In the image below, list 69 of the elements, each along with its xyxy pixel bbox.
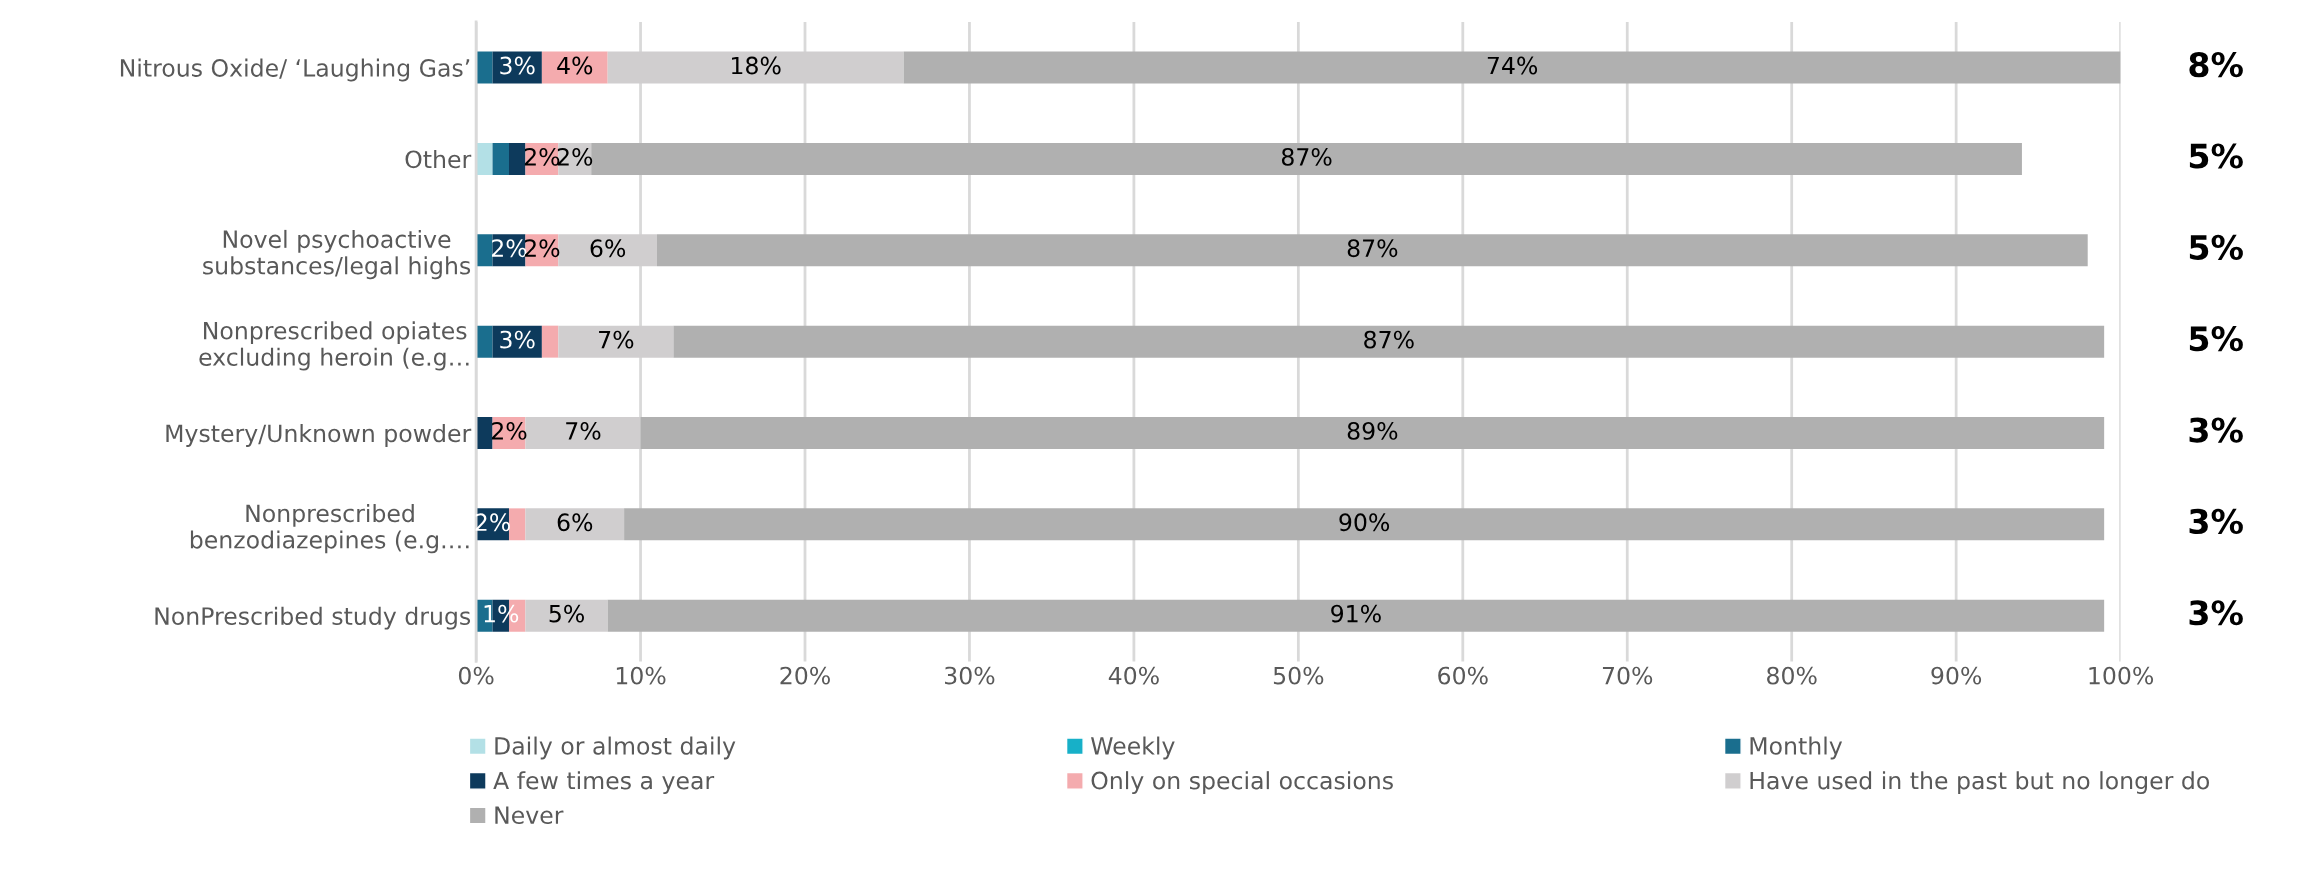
text: 8% bbox=[2189, 52, 2243, 78]
y-tick-label: Nonprescribed benzodiazepines (e.g.… bbox=[190, 503, 469, 554]
bar bbox=[525, 599, 608, 632]
y-tick-label: Mystery/Unknown powder bbox=[166, 424, 472, 447]
bar bbox=[476, 142, 493, 175]
bar bbox=[508, 142, 526, 175]
y-tick-label: Nonprescribed opiates excluding heroin (e.g… bbox=[199, 321, 469, 371]
text: 5% bbox=[2189, 326, 2243, 352]
bar bbox=[476, 417, 493, 449]
x-tick-label: 60% bbox=[1438, 666, 1488, 685]
bar bbox=[541, 51, 608, 84]
bar bbox=[541, 325, 559, 358]
x-tick-label: 0% bbox=[458, 666, 494, 685]
bar bbox=[607, 599, 2105, 632]
legend-label: A few times a year bbox=[493, 771, 715, 795]
x-tick-label: 70% bbox=[1602, 666, 1653, 685]
data-label: 6% bbox=[590, 239, 626, 258]
bar bbox=[476, 234, 493, 267]
text: 3% bbox=[2189, 508, 2243, 535]
data-label: 2% bbox=[524, 239, 560, 258]
data-label: 74% bbox=[1487, 56, 1538, 75]
text: 3% bbox=[2189, 417, 2243, 443]
x-tick-label: 80% bbox=[1767, 666, 1817, 685]
bar bbox=[673, 325, 2105, 358]
x-tick-label: 30% bbox=[945, 666, 995, 685]
legend-label: Monthly bbox=[1750, 736, 1843, 760]
legend-label: Have used in the past but no longer do bbox=[1750, 771, 2210, 795]
data-label: 91% bbox=[1331, 604, 1381, 623]
data-label: 7% bbox=[599, 330, 634, 349]
bar bbox=[903, 51, 2121, 84]
bar bbox=[476, 325, 493, 358]
text: 5% bbox=[2189, 143, 2243, 169]
data-label: 3% bbox=[500, 56, 535, 75]
bar bbox=[525, 508, 625, 541]
legend-label: Never bbox=[495, 806, 564, 825]
data-label: 87% bbox=[1281, 147, 1332, 166]
data-label: 4% bbox=[557, 56, 593, 75]
data-label: 18% bbox=[732, 56, 781, 75]
bar bbox=[508, 508, 526, 541]
bar bbox=[657, 234, 2088, 267]
bar bbox=[591, 142, 2022, 175]
legend-label: Daily or almost daily bbox=[495, 736, 736, 760]
y-tick-label: NonPrescribed study drugs bbox=[155, 606, 471, 630]
legend-label: Only on special occasions bbox=[1091, 771, 1393, 795]
text: 3% bbox=[2189, 600, 2243, 626]
y-tick-label: Nitrous Oxide/ ‘Laughing Gas’ bbox=[120, 58, 470, 82]
x-tick-label: 20% bbox=[780, 666, 830, 685]
x-tick-label: 10% bbox=[616, 666, 666, 685]
legend-label: Weekly bbox=[1091, 736, 1175, 760]
x-tick-label: 100% bbox=[2089, 666, 2154, 685]
bar bbox=[624, 508, 2105, 541]
y-tick-label: Novel psychoactive substances/legal highs bbox=[203, 229, 471, 280]
text: 5% bbox=[2189, 234, 2243, 260]
data-label: 5% bbox=[549, 604, 584, 623]
data-label: 87% bbox=[1364, 330, 1414, 349]
data-label: 90% bbox=[1339, 513, 1390, 532]
data-label: 3% bbox=[500, 330, 535, 349]
bar bbox=[476, 51, 493, 84]
data-label: 2% bbox=[491, 421, 527, 440]
x-tick-label: 40% bbox=[1108, 666, 1159, 685]
bar bbox=[640, 417, 2105, 449]
data-label: 87% bbox=[1347, 239, 1398, 258]
bar bbox=[492, 142, 509, 175]
x-tick-label: 50% bbox=[1273, 666, 1324, 685]
data-label: 89% bbox=[1347, 421, 1398, 440]
y-tick-label: Other bbox=[405, 149, 472, 169]
data-label: 6% bbox=[557, 513, 593, 532]
data-label: 7% bbox=[566, 421, 601, 440]
x-tick-label: 90% bbox=[1931, 666, 1982, 685]
